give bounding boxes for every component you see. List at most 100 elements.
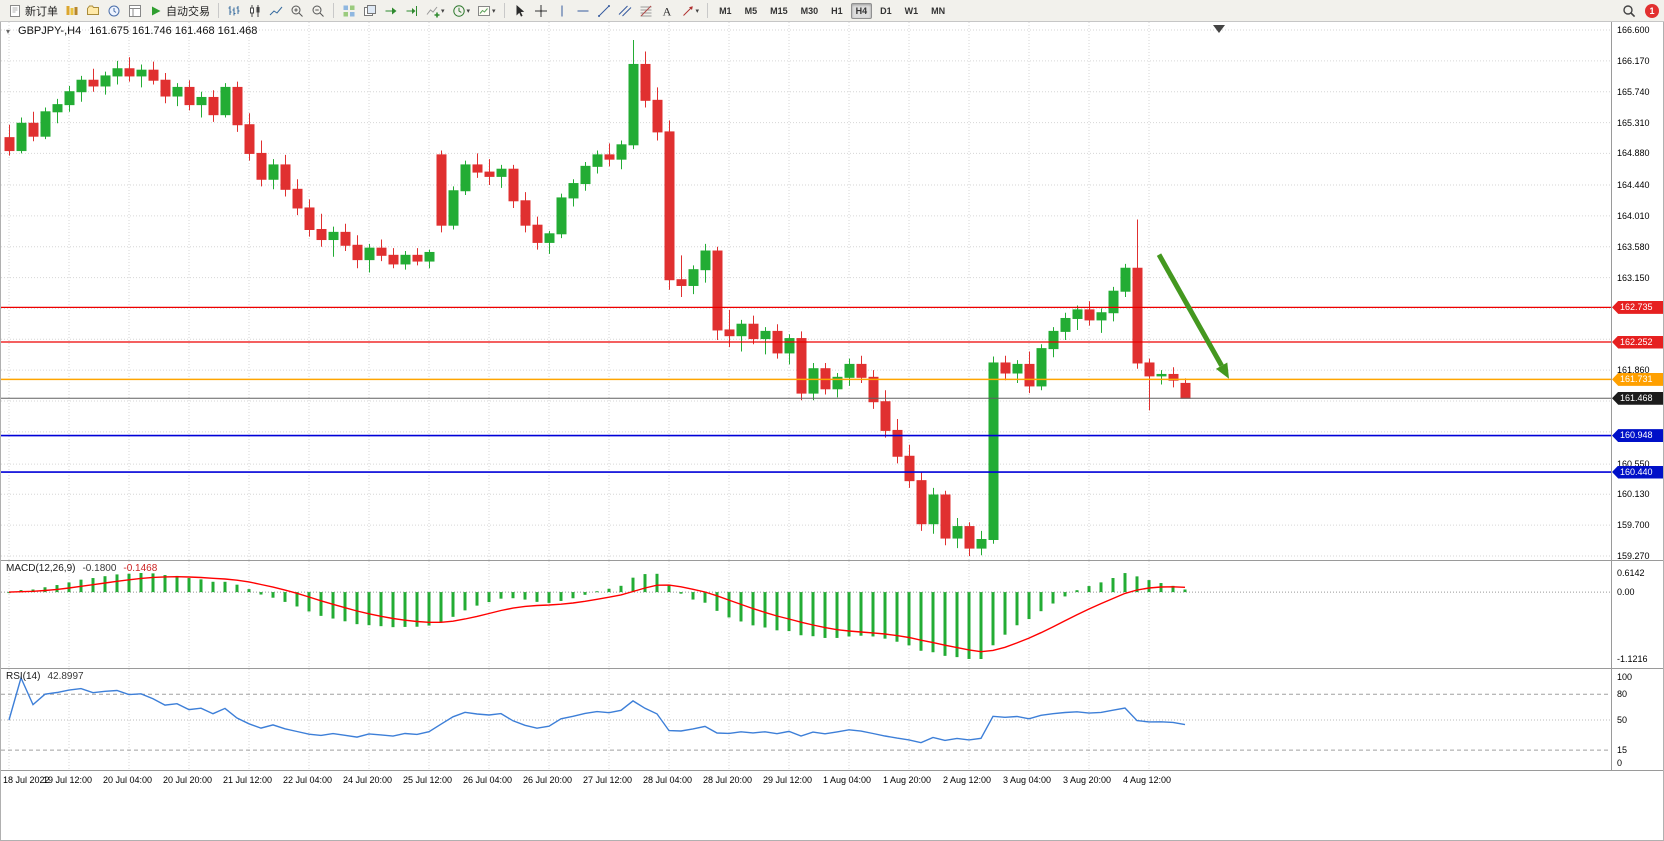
candle-body bbox=[616, 144, 627, 160]
timeframe-m1-button[interactable]: M1 bbox=[719, 5, 732, 16]
candle-body bbox=[940, 494, 951, 539]
autotrade-button[interactable]: 自动交易 bbox=[146, 1, 213, 21]
timeframe-h1-button[interactable]: H1 bbox=[831, 5, 843, 16]
candle-body bbox=[1144, 362, 1155, 377]
tile-windows-button[interactable] bbox=[339, 1, 359, 21]
dropdown-caret-icon[interactable]: ▾ bbox=[466, 7, 471, 15]
candle-body bbox=[592, 154, 603, 167]
vertical-line-button[interactable] bbox=[552, 1, 572, 21]
trend-arrow[interactable] bbox=[1156, 253, 1229, 379]
arrow-tool-button[interactable]: ▾ bbox=[678, 1, 703, 21]
dropdown-caret-icon[interactable]: ▾ bbox=[441, 7, 445, 15]
macd-panel: MACD(12,26,9) -0.1800 -0.1468 0.6142 0.00… bbox=[1, 560, 1663, 668]
macd-signal-line bbox=[8, 575, 1186, 653]
chart-shift-button[interactable] bbox=[402, 1, 422, 21]
data-window-button[interactable] bbox=[125, 1, 145, 21]
macd-canvas[interactable] bbox=[1, 561, 1611, 668]
timeframe-m30-button[interactable]: M30 bbox=[800, 5, 819, 16]
candle-body bbox=[448, 190, 459, 226]
toolbar-separator bbox=[503, 3, 505, 18]
dropdown-caret-icon[interactable]: ▾ bbox=[695, 7, 700, 15]
cascade-windows-button[interactable] bbox=[360, 1, 380, 21]
rsi-canvas[interactable] bbox=[1, 669, 1611, 770]
time-axis[interactable]: 18 Jul 2022 19 Jul 12:00 20 Jul 04:00 20 Ju… bbox=[1, 770, 1663, 792]
zoom-out-icon bbox=[312, 5, 324, 17]
candle-body bbox=[4, 137, 15, 152]
candle-body bbox=[736, 323, 747, 337]
time-axis-label: 4 Aug 12:00 bbox=[1123, 775, 1172, 785]
bar-chart-button[interactable] bbox=[224, 1, 244, 21]
toolbar: 新订单 自动交易 ▾ ▾ ▾ A ▾ M1 M5 M15 M30 H1 H4 D1 W1 MN 1 bbox=[0, 0, 1664, 22]
candle-body bbox=[1168, 373, 1179, 381]
horizontal-line-button[interactable] bbox=[573, 1, 593, 21]
new-chart-button[interactable] bbox=[62, 1, 82, 21]
candle-body bbox=[1036, 348, 1047, 387]
chart-shift-icon bbox=[406, 5, 417, 16]
timeframe-d1-button[interactable]: D1 bbox=[880, 5, 892, 16]
trendline-button[interactable] bbox=[594, 1, 614, 21]
main-chart-canvas[interactable] bbox=[1, 22, 1611, 560]
zoom-in-button[interactable] bbox=[287, 1, 307, 21]
text-icon: A bbox=[662, 4, 671, 18]
auto-scroll-button[interactable] bbox=[381, 1, 401, 21]
main-chart-panel: ▾ GBPJPY-,H4 161.675 161.746 161.468 161… bbox=[1, 22, 1663, 560]
search-button[interactable] bbox=[1619, 1, 1639, 21]
toolbar-separator bbox=[218, 3, 219, 18]
timeframe-w1-button[interactable]: W1 bbox=[904, 5, 919, 16]
market-watch-button[interactable] bbox=[104, 1, 124, 21]
toolbar-separator bbox=[707, 3, 709, 18]
candle-body bbox=[232, 86, 243, 126]
price-axis-label: 165.740 bbox=[1617, 86, 1650, 97]
new-chart-icon bbox=[66, 5, 78, 15]
candle-body bbox=[28, 122, 39, 137]
fibonacci-button[interactable] bbox=[636, 1, 656, 21]
text-button[interactable]: A bbox=[657, 1, 677, 21]
indicators-button[interactable]: ▾ bbox=[423, 1, 448, 21]
macd-axis-label: 0.6142 bbox=[1617, 568, 1645, 578]
cursor-button[interactable] bbox=[510, 1, 530, 21]
candle-body bbox=[136, 69, 147, 77]
price-tag-161.731: 161.731 bbox=[1612, 372, 1663, 386]
chart-shift-marker[interactable] bbox=[1213, 25, 1225, 33]
timeframe-m5-button[interactable]: M5 bbox=[744, 5, 758, 16]
line-chart-button[interactable] bbox=[266, 1, 286, 21]
candle-body bbox=[328, 231, 339, 241]
candle-body bbox=[784, 338, 795, 354]
price-axis[interactable]: 166.600 166.170 165.740 165.310 164.880 164.4… bbox=[1611, 22, 1663, 560]
timeframe-h4-button[interactable]: H4 bbox=[850, 2, 873, 19]
templates-icon bbox=[478, 5, 491, 16]
price-tag-162.252: 162.252 bbox=[1612, 335, 1663, 349]
rsi-axis[interactable]: 100 80 50 15 0 bbox=[1611, 669, 1663, 770]
zoom-out-button[interactable] bbox=[308, 1, 328, 21]
candle-body bbox=[88, 79, 99, 87]
channel-button[interactable] bbox=[615, 1, 635, 21]
new-order-button[interactable]: 新订单 bbox=[5, 1, 61, 21]
one-click-trading-icon[interactable]: ▾ bbox=[6, 26, 11, 36]
rsi-axis-label: 100 bbox=[1617, 672, 1633, 682]
periods-button[interactable]: ▾ bbox=[449, 1, 474, 21]
candle-body bbox=[868, 376, 879, 403]
candle-body bbox=[196, 96, 207, 106]
candlestick-chart-button[interactable] bbox=[245, 1, 265, 21]
price-axis-label: 164.440 bbox=[1617, 180, 1650, 190]
candle-body bbox=[544, 233, 555, 243]
price-axis-label: 166.600 bbox=[1617, 25, 1650, 35]
price-axis-label: 165.310 bbox=[1617, 117, 1650, 128]
templates-button[interactable]: ▾ bbox=[474, 1, 499, 21]
price-axis-label: 164.880 bbox=[1617, 148, 1650, 159]
candle-body bbox=[184, 86, 195, 106]
time-axis-label: 25 Jul 12:00 bbox=[403, 775, 453, 785]
timeframe-mn-button[interactable]: MN bbox=[931, 5, 946, 16]
search-icon bbox=[1623, 4, 1636, 17]
candle-body bbox=[124, 68, 135, 77]
timeframe-m15-button[interactable]: M15 bbox=[770, 5, 788, 16]
candle-body bbox=[292, 188, 303, 209]
candle-body bbox=[304, 207, 315, 230]
toolbar-separator bbox=[333, 3, 334, 18]
dropdown-caret-icon[interactable]: ▾ bbox=[492, 7, 496, 15]
macd-axis[interactable]: 0.6142 0.00 -1.1216 bbox=[1611, 561, 1663, 668]
crosshair-button[interactable] bbox=[531, 1, 551, 21]
profiles-button[interactable] bbox=[83, 1, 103, 21]
notification-badge[interactable]: 1 bbox=[1645, 3, 1659, 18]
price-tag-160.440: 160.440 bbox=[1612, 465, 1663, 479]
